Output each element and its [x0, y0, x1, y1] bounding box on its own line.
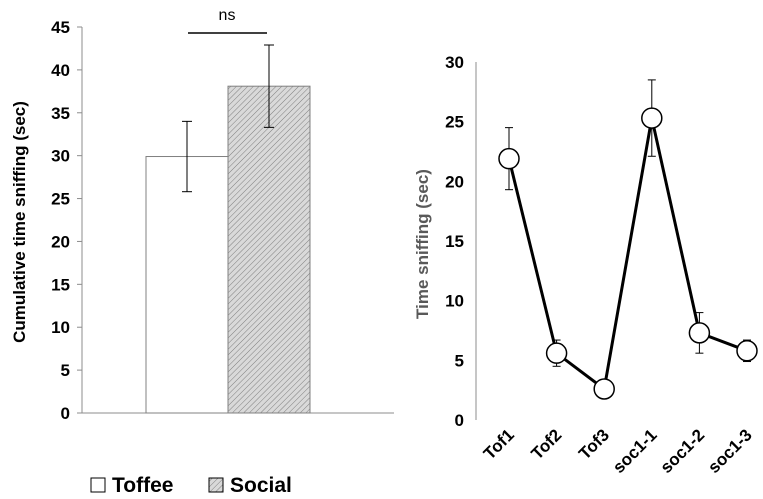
line-chart-y-tick-label: 15 — [445, 232, 464, 251]
bar-chart-y-tick-label: 20 — [51, 232, 70, 251]
bar-chart-y-tick-label: 35 — [51, 104, 70, 123]
bar-chart-error-bars — [182, 44, 274, 193]
line-chart-y-tick-label: 10 — [445, 292, 464, 311]
bar-chart-y-tick-label: 5 — [61, 361, 70, 380]
bar-chart-y-axis-label: Cumulative time sniffing (sec) — [10, 101, 29, 343]
bar-social — [227, 85, 311, 414]
bar-toffee — [145, 156, 229, 414]
line-chart-x-tick-label: Tof2 — [528, 425, 566, 463]
legend-swatch-social — [208, 477, 224, 493]
bar-chart-bars — [145, 85, 311, 414]
line-chart-x-tick-label: soc1-3 — [704, 425, 756, 477]
bar-chart-y-tick-label: 0 — [61, 404, 70, 423]
line-chart-x-tick-label: Tof3 — [575, 425, 613, 463]
bar-chart-y-tick-label: 45 — [51, 18, 70, 37]
point-tof1 — [498, 147, 520, 170]
bar-chart-y-tick-label: 30 — [51, 147, 70, 166]
line-chart-y-ticks: 0 5 10 15 20 25 30 — [445, 53, 464, 430]
line-chart-y-axis-label: Time sniffing (sec) — [413, 169, 432, 319]
bar-chart-y-tick-label: 40 — [51, 61, 70, 80]
bar-chart: 0 5 10 15 20 25 30 35 40 45 ns Cumulative time sn… — [10, 7, 394, 497]
line-chart-x-tick-label: soc1-2 — [657, 425, 709, 477]
significance-label: ns — [219, 7, 236, 24]
line-chart-series-line — [507, 117, 748, 392]
line-chart: 0 5 10 15 20 25 30 Tof1 Tof2 Tof3soc1-1soc1-2soc… — [413, 53, 758, 477]
line-chart-error-bars — [505, 79, 751, 394]
line-chart-x-tick-label: Tof1 — [480, 425, 518, 463]
line-chart-y-tick-label: 0 — [455, 411, 464, 430]
bar-chart-y-ticks: 0 5 10 15 20 25 30 35 40 45 — [51, 18, 82, 423]
bar-chart-y-tick-label: 25 — [51, 190, 70, 209]
point-tof2 — [545, 342, 568, 364]
point-soc1-1 — [641, 107, 663, 129]
line-chart-points — [498, 107, 758, 400]
bar-chart-y-tick-label: 10 — [51, 318, 70, 337]
line-chart-y-tick-label: 25 — [445, 113, 464, 132]
line-chart-x-tick-label: soc1-1 — [609, 425, 661, 477]
point-soc1-2 — [688, 322, 711, 344]
point-soc1-3 — [736, 340, 758, 362]
line-chart-y-tick-label: 30 — [445, 53, 464, 72]
line-chart-y-tick-label: 20 — [445, 172, 464, 191]
point-tof3 — [593, 378, 615, 400]
line-chart-y-tick-label: 5 — [455, 351, 464, 370]
legend-label-social: Social — [230, 474, 292, 497]
legend-label-toffee: Toffee — [112, 474, 173, 497]
legend-swatch-toffee — [90, 477, 106, 493]
bar-chart-y-tick-label: 15 — [51, 275, 70, 294]
legend: Toffee Social — [90, 474, 292, 497]
